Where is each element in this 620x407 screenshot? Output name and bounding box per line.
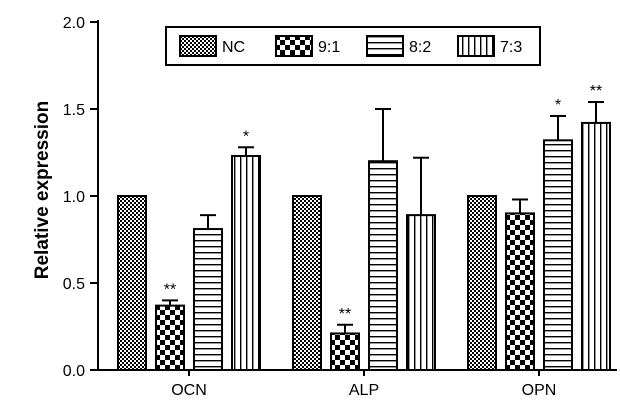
legend-label-7-3: 7:3 xyxy=(500,39,522,56)
bar-opn-9-1 xyxy=(505,212,535,371)
legend-swatch-8-2 xyxy=(366,35,404,57)
bars-layer xyxy=(117,121,611,371)
legend-swatch-nc xyxy=(179,35,217,57)
legend: NC 9:1 8:2 7:3 xyxy=(165,26,541,66)
legend-swatch-7-3 xyxy=(457,35,495,57)
significance-opn-7-3: ** xyxy=(590,83,602,100)
y-tick-label-1.0: 1.0 xyxy=(63,189,85,206)
category-label-opn: OPN xyxy=(522,382,557,399)
category-label-ocn: OCN xyxy=(171,382,207,399)
significance-ocn-7-3: * xyxy=(243,128,249,145)
legend-items: NC 9:1 8:2 7:3 xyxy=(179,35,522,57)
y-axis-label: Relative expression xyxy=(32,101,53,279)
significance-opn-8-2: * xyxy=(555,97,561,114)
y-tick-label-1.5: 1.5 xyxy=(63,102,85,119)
bar-alp-7-3 xyxy=(406,214,436,371)
y-ticks: 0.0 0.5 1.0 1.5 2.0 xyxy=(63,15,98,380)
significance-alp-9-1: ** xyxy=(339,306,351,323)
bar-alp-8-2 xyxy=(368,160,398,371)
bar-alp-9-1 xyxy=(330,332,360,371)
bar-opn-7-3 xyxy=(581,121,611,371)
y-tick-label-2.0: 2.0 xyxy=(63,15,85,32)
legend-label-8-2: 8:2 xyxy=(409,39,431,56)
y-tick-label-0.0: 0.0 xyxy=(63,363,85,380)
significance-ocn-9-1: ** xyxy=(164,281,176,298)
error-bars-layer xyxy=(162,101,604,334)
bar-opn-8-2 xyxy=(543,139,573,371)
y-tick-label-0.5: 0.5 xyxy=(63,276,85,293)
category-label-alp: ALP xyxy=(349,382,379,399)
legend-swatch-9-1 xyxy=(275,35,313,57)
legend-label-9-1: 9:1 xyxy=(318,39,340,56)
x-categories: OCN ALP OPN xyxy=(171,370,556,399)
bar-opn-nc xyxy=(467,195,497,371)
significance-layer: ******** xyxy=(164,83,602,323)
bar-ocn-7-3 xyxy=(231,154,261,371)
legend-label-nc: NC xyxy=(222,39,245,56)
bar-ocn-nc xyxy=(117,195,147,371)
bar-alp-nc xyxy=(292,195,322,371)
bar-ocn-8-2 xyxy=(193,228,223,371)
bar-ocn-9-1 xyxy=(155,304,185,371)
